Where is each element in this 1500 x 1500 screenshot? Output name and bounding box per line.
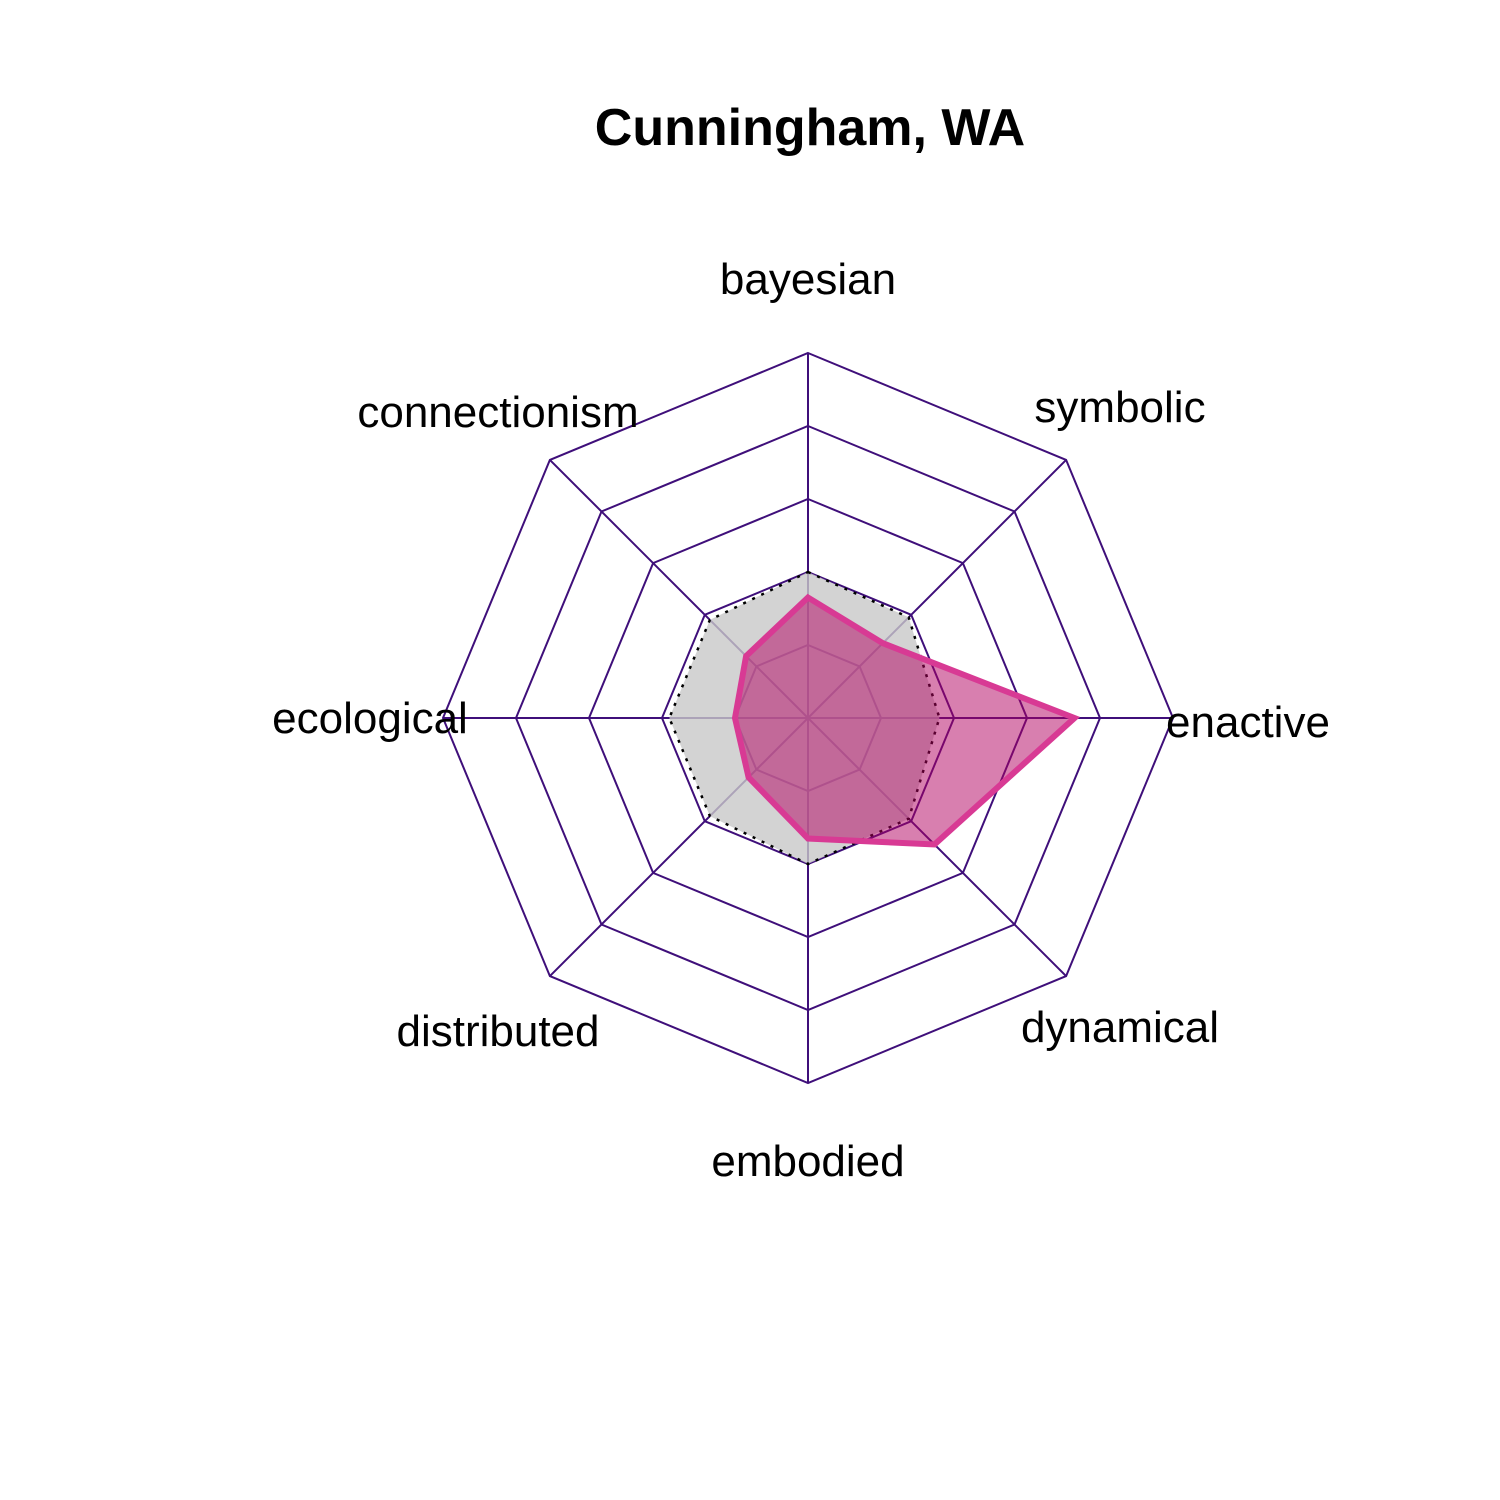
axis-label-symbolic: symbolic xyxy=(1034,383,1205,432)
axis-label-ecological: ecological xyxy=(272,694,468,743)
axis-labels: bayesian symbolic enactive dynamical embodie… xyxy=(272,255,1330,1186)
axis-label-dynamical: dynamical xyxy=(1021,1003,1219,1052)
axis-label-connectionism: connectionism xyxy=(357,388,638,437)
chart-title: Cunningham, WA xyxy=(595,99,1025,157)
axis-label-distributed: distributed xyxy=(396,1007,599,1056)
axis-label-enactive: enactive xyxy=(1166,698,1330,747)
axis-label-bayesian: bayesian xyxy=(720,255,896,304)
axis-label-embodied: embodied xyxy=(711,1137,904,1186)
radar-series xyxy=(667,570,1081,866)
series-1-area xyxy=(731,593,1081,848)
